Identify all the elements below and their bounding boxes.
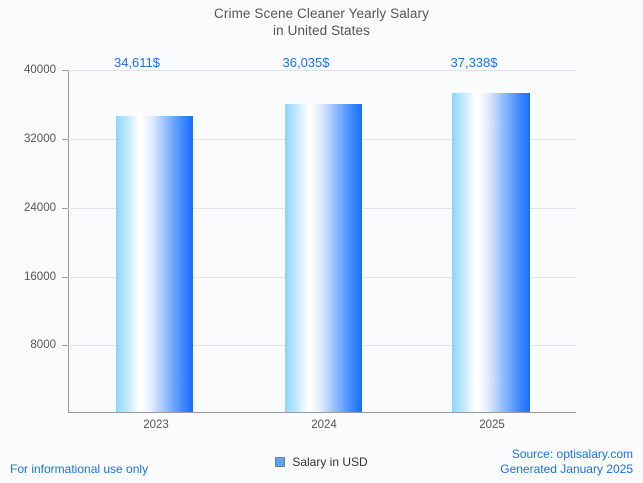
gridline-40000: [68, 70, 576, 71]
y-tick-label-40000: 40000: [24, 64, 56, 76]
y-tick-label-24000: 24000: [24, 202, 56, 214]
generated-label: Generated January 2025: [500, 462, 633, 476]
chart-title: Crime Scene Cleaner Yearly Salary in Uni…: [0, 5, 643, 39]
x-axis-line: [68, 412, 576, 413]
chart-legend: Salary in USD: [0, 455, 643, 469]
legend-swatch-icon: [275, 457, 286, 467]
y-tick-label-16000: 16000: [24, 271, 56, 283]
plot-area: [68, 70, 576, 412]
y-tick-mark-24000: [62, 208, 68, 209]
y-axis-line: [68, 70, 69, 413]
chart-title-line-1: Crime Scene Cleaner Yearly Salary: [214, 6, 429, 21]
legend-item-salary-in-usd[interactable]: Salary in USD: [275, 455, 368, 469]
source-label: Source: optisalary.com: [511, 447, 633, 461]
x-tick-label-2023: 2023: [143, 419, 169, 431]
y-tick-mark-32000: [62, 139, 68, 140]
y-tick-label-32000: 32000: [24, 133, 56, 145]
source-attribution: Source: optisalary.com Generated January…: [500, 447, 633, 477]
y-tick-mark-40000: [62, 70, 68, 71]
bar-2025[interactable]: [452, 93, 530, 412]
y-tick-mark-8000: [62, 345, 68, 346]
bar-2024[interactable]: [285, 104, 362, 412]
y-tick-label-8000: 8000: [30, 339, 56, 351]
chart-title-line-2: in United States: [273, 23, 370, 38]
x-tick-label-2025: 2025: [479, 419, 505, 431]
informational-use-note: For informational use only: [10, 462, 149, 476]
bar-value-label-2023: 34,611$: [113, 55, 161, 70]
bar-2023[interactable]: [116, 116, 193, 412]
y-tick-mark-16000: [62, 277, 68, 278]
bar-value-label-2025: 37,338$: [450, 55, 498, 70]
x-tick-label-2024: 2024: [311, 419, 337, 431]
bar-value-label-2024: 36,035$: [282, 55, 330, 70]
legend-item-label: Salary in USD: [292, 455, 368, 469]
